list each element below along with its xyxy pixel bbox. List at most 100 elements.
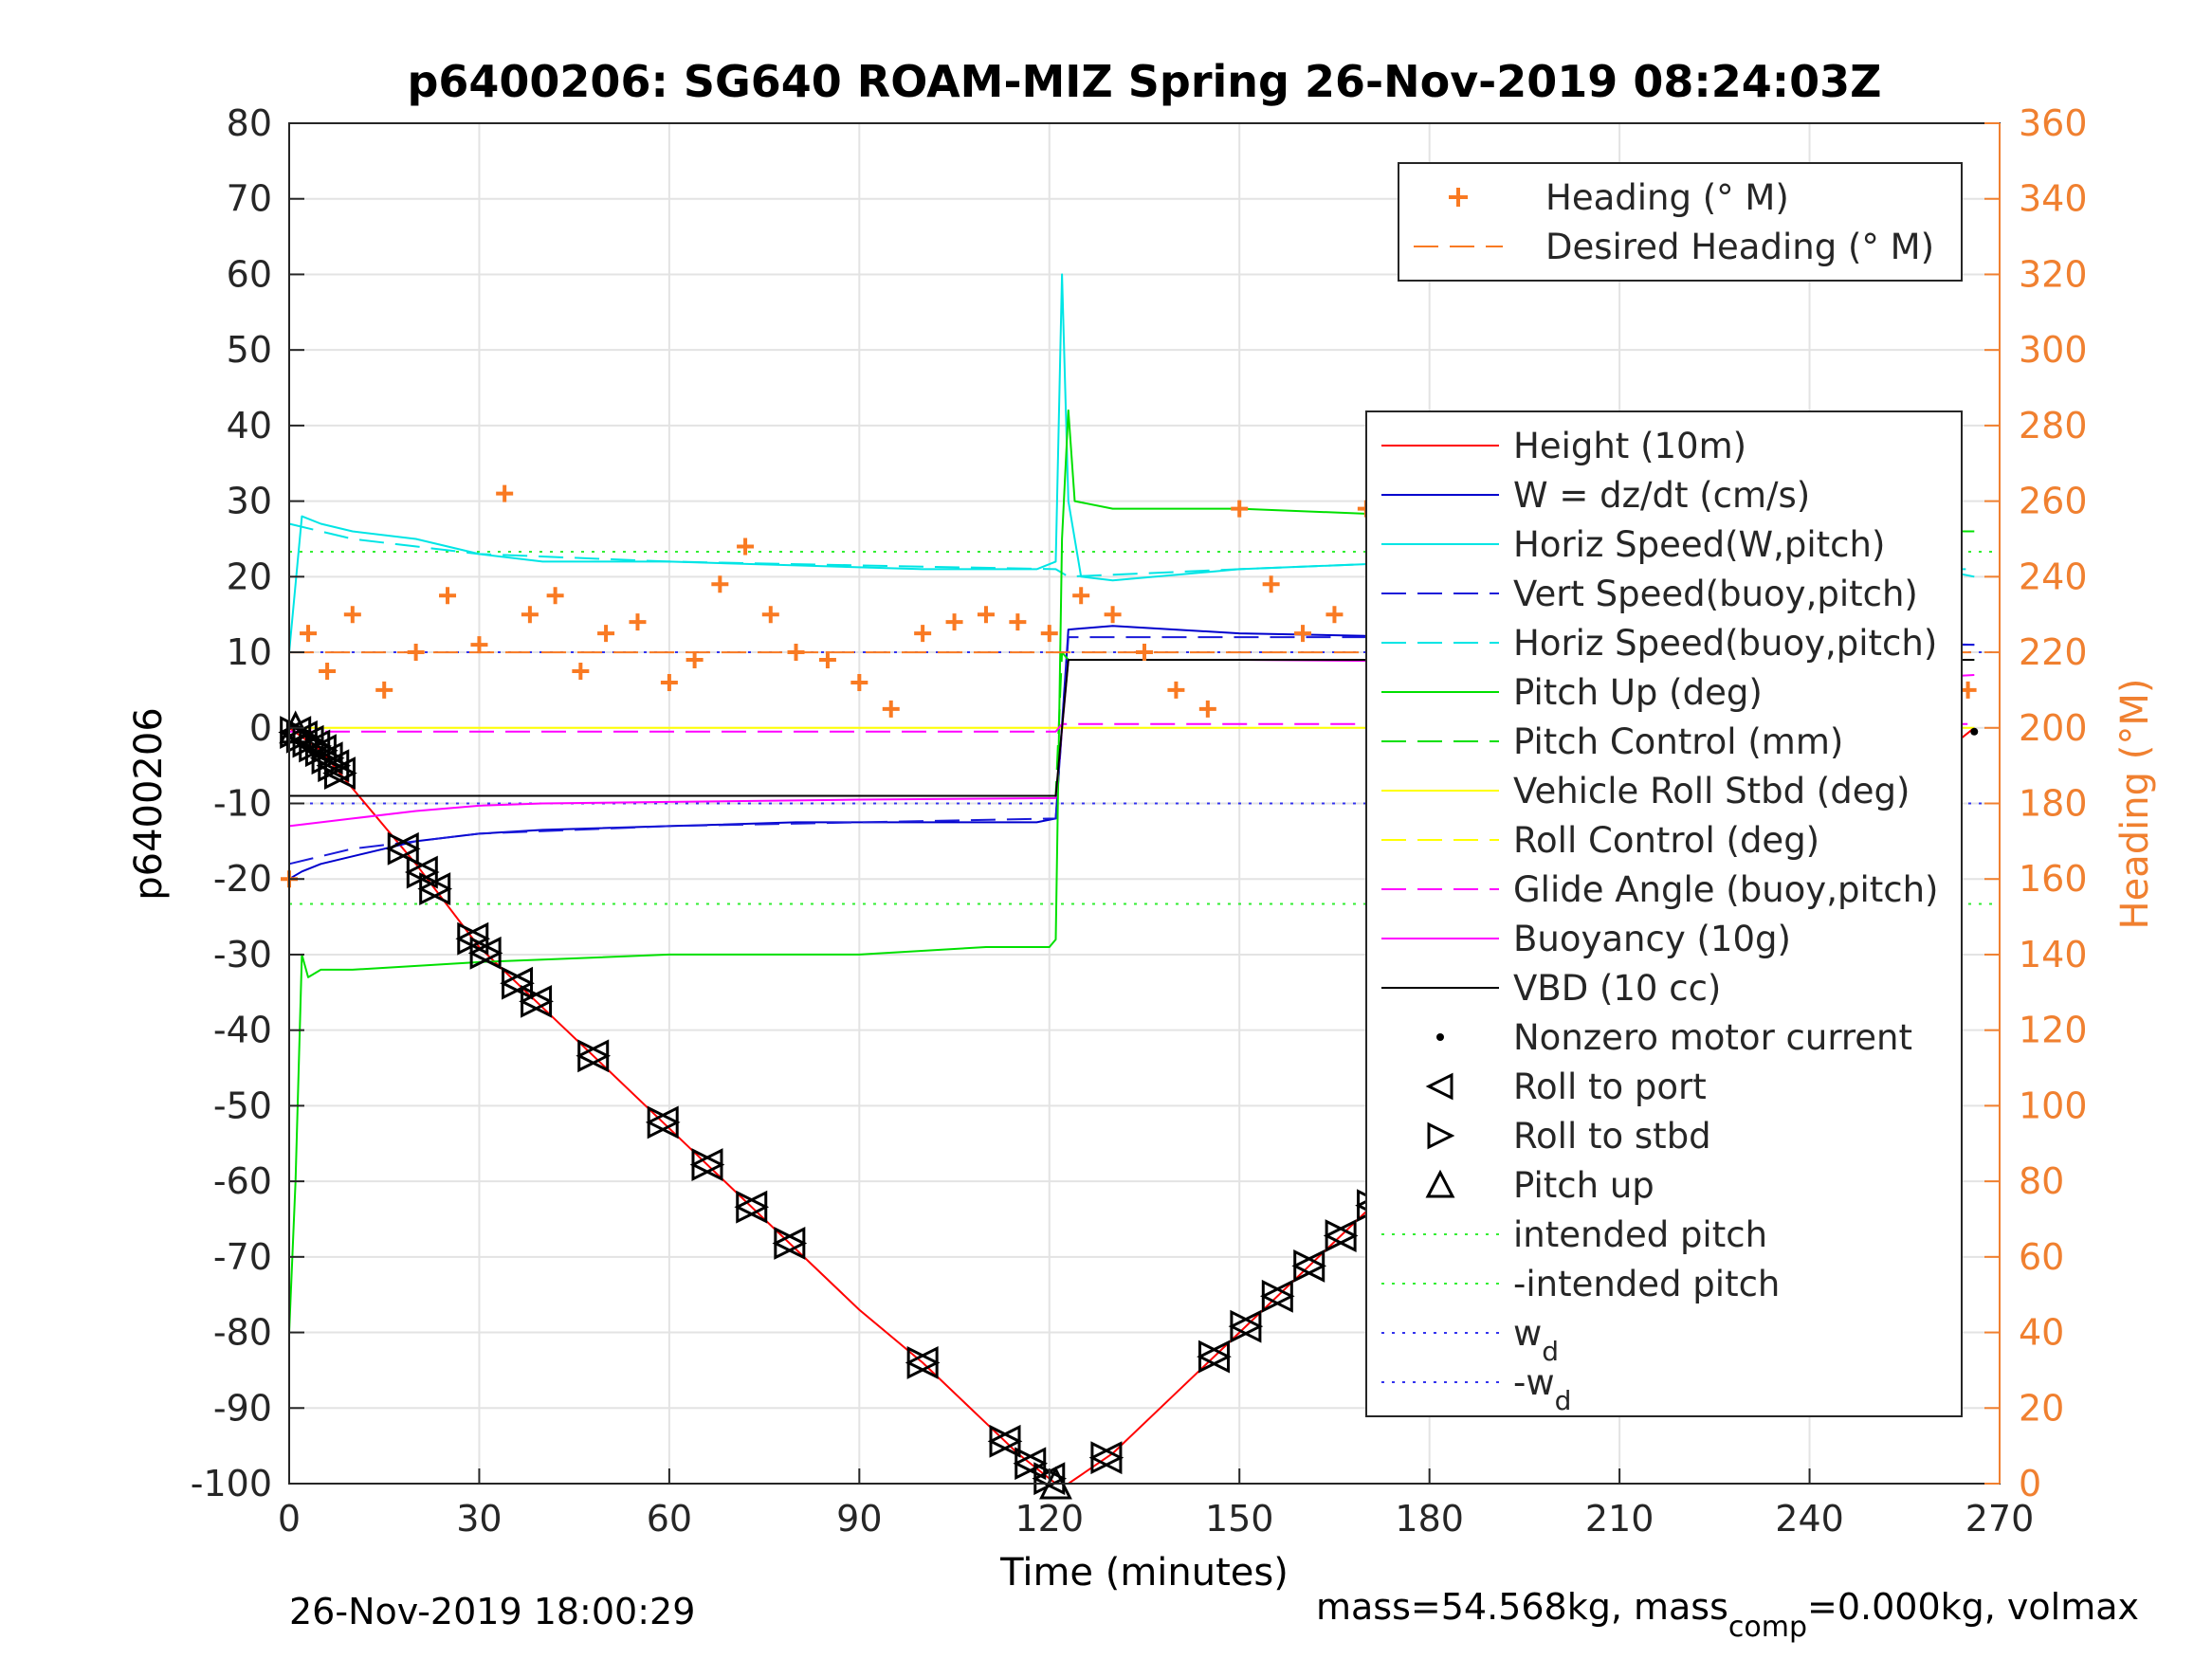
- roll-stbd-marker: [989, 1424, 1023, 1458]
- x-tick-label: 240: [1775, 1498, 1844, 1540]
- y-tick-label: -100: [191, 1463, 272, 1504]
- legend-entry-label: VBD (10 cc): [1513, 968, 1721, 1009]
- legend-entry-label: Heading (° M): [1545, 177, 1789, 218]
- heading-point: [1072, 587, 1090, 605]
- y2-tick-label: 340: [2019, 178, 2088, 220]
- x-tick-label: 120: [1015, 1498, 1085, 1540]
- roll-stbd-marker: [502, 966, 535, 1000]
- legend-sample-dot: [1436, 1033, 1444, 1041]
- roll-stbd-marker: [906, 1346, 941, 1379]
- legend-sample-plus: [1449, 188, 1468, 207]
- y-tick-label: 60: [227, 253, 272, 295]
- heading-point: [546, 587, 564, 605]
- legend-entry-sub: d: [1542, 1336, 1559, 1367]
- y2-tick-label: 220: [2019, 631, 2088, 673]
- roll-stbd-marker: [1261, 1279, 1295, 1313]
- axes: 0 30 60 90 120 150 180 210 240 270 80 70 60 50 40 30 20 1…: [191, 102, 2088, 1540]
- legend-sample-tri-left: [1425, 1072, 1453, 1101]
- legend-entry-label: Nonzero motor current: [1513, 1017, 1912, 1058]
- legend-entry-label: Buoyancy (10g): [1513, 919, 1791, 959]
- heading-point: [882, 700, 900, 718]
- heading-point: [1198, 700, 1216, 718]
- y2-tick-label: 20: [2019, 1387, 2064, 1429]
- legend-box: [1398, 162, 1963, 282]
- y-tick-label: 0: [249, 707, 272, 749]
- y2-tick-label: 260: [2019, 481, 2088, 522]
- y-axis-label: p6400206: [127, 707, 171, 901]
- heading-point: [1325, 606, 1344, 624]
- y-tick-label: -40: [213, 1010, 272, 1051]
- x-tick-label: 60: [647, 1498, 692, 1540]
- legend-sample-tri-up: [1425, 1169, 1455, 1198]
- legend-entry-label: Pitch Control (mm): [1513, 721, 1843, 762]
- legend-main: Height (10m) W = dz/dt (cm/s) Horiz Speed(…: [1365, 410, 1963, 1417]
- legend-entry-label: Height (10m): [1513, 426, 1746, 466]
- y-tick-label: -20: [213, 858, 272, 900]
- legend-entry-label: Roll to port: [1513, 1066, 1707, 1107]
- roll-stbd-marker: [469, 936, 503, 970]
- x-tick-label: 90: [836, 1498, 882, 1540]
- legend-entry-sub: d: [1555, 1385, 1572, 1416]
- legend-entry-label: intended pitch: [1513, 1214, 1767, 1255]
- heading-point: [1294, 625, 1312, 643]
- roll-stbd-marker: [1230, 1309, 1264, 1343]
- y2-tick-label: 300: [2019, 329, 2088, 371]
- y-tick-label: -90: [213, 1387, 272, 1429]
- y2-tick-label: 240: [2019, 556, 2088, 597]
- y-tick-label: -30: [213, 934, 272, 975]
- heading-point: [343, 606, 361, 624]
- motor-current-marker: [1970, 727, 1979, 736]
- y-tick-label: 70: [227, 178, 272, 220]
- y2-tick-label: 120: [2019, 1010, 2088, 1051]
- heading-point: [496, 484, 514, 502]
- y2-tick-label: 140: [2019, 934, 2088, 975]
- heading-point: [1167, 681, 1185, 699]
- footer-timestamp: 26-Nov-2019 18:00:29: [289, 1591, 695, 1632]
- y-tick-label: -80: [213, 1312, 272, 1354]
- legend-entry-label: Glide Angle (buoy,pitch): [1513, 869, 1938, 910]
- heading-point: [1231, 500, 1249, 518]
- y2-tick-label: 280: [2019, 405, 2088, 447]
- roll-stbd-marker: [521, 984, 554, 1018]
- y2-axis-label: Heading (°M): [2113, 679, 2157, 930]
- legend-entry-label: Roll Control (deg): [1513, 820, 1819, 861]
- y2-tick-label: 40: [2019, 1312, 2064, 1354]
- heading-point: [1104, 606, 1122, 624]
- footer-mass-info: mass=54.568kg, masscomp=0.000kg, volmax: [1316, 1586, 2139, 1644]
- y2-tick-label: 160: [2019, 858, 2088, 900]
- roll-stbd-marker: [647, 1105, 681, 1139]
- y-tick-label: 30: [227, 481, 272, 522]
- y2-tick-label: 320: [2019, 253, 2088, 295]
- roll-stbd-marker: [419, 872, 453, 906]
- heading-point: [597, 625, 615, 643]
- series-line-pitch-control-mm: [289, 651, 1975, 797]
- roll-stbd-marker: [1293, 1249, 1327, 1283]
- legend-entry-label: Roll to stbd: [1513, 1116, 1711, 1157]
- heading-point: [945, 613, 963, 631]
- y2-tick-label: 60: [2019, 1236, 2064, 1278]
- y-tick-label: 10: [227, 631, 272, 673]
- heading-point: [737, 538, 755, 556]
- legend-entry-label: Horiz Speed(buoy,pitch): [1513, 623, 1937, 664]
- heading-point: [1009, 613, 1027, 631]
- legend-heading: Heading (° M) Desired Heading (° M): [1398, 162, 1963, 282]
- y-tick-label: -10: [213, 783, 272, 825]
- y-tick-label: -50: [213, 1085, 272, 1126]
- roll-stbd-marker: [318, 749, 352, 783]
- y2-tick-label: 100: [2019, 1085, 2088, 1126]
- heading-point: [319, 662, 337, 680]
- y2-tick-label: 200: [2019, 707, 2088, 749]
- footer-mass-sub: comp: [1728, 1611, 1807, 1644]
- heading-point: [977, 606, 995, 624]
- y-tick-label: -60: [213, 1160, 272, 1202]
- x-tick-label: 150: [1205, 1498, 1274, 1540]
- y2-tick-label: 360: [2019, 102, 2088, 144]
- heading-point: [914, 625, 932, 643]
- roll-stbd-marker: [691, 1148, 725, 1181]
- roll-stbd-marker: [406, 855, 440, 889]
- footer-mass-tail: =0.000kg, volmax: [1807, 1586, 2139, 1628]
- x-tick-label: 270: [1965, 1498, 2035, 1540]
- roll-stbd-marker: [1325, 1219, 1359, 1252]
- roll-stbd-marker: [774, 1227, 808, 1260]
- y-tick-label: 50: [227, 329, 272, 371]
